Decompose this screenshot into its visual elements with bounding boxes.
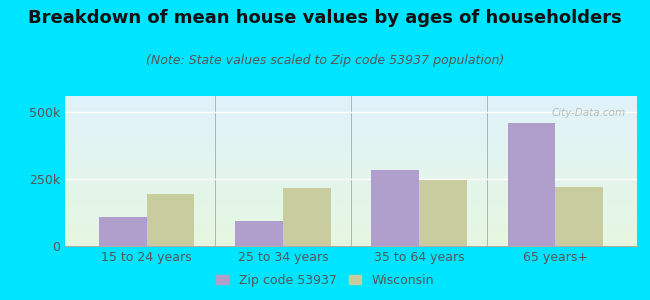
Bar [371,170,419,246]
Bar [508,123,555,246]
Bar [419,180,467,246]
Bar [99,217,147,246]
Text: Breakdown of mean house values by ages of householders: Breakdown of mean house values by ages o… [28,9,622,27]
Bar [283,188,331,246]
Bar [555,187,603,246]
Bar [235,220,283,246]
Text: City-Data.com: City-Data.com [551,108,625,118]
Bar [147,194,194,246]
Legend: Zip code 53937, Wisconsin: Zip code 53937, Wisconsin [213,270,437,291]
Text: (Note: State values scaled to Zip code 53937 population): (Note: State values scaled to Zip code 5… [146,54,504,67]
